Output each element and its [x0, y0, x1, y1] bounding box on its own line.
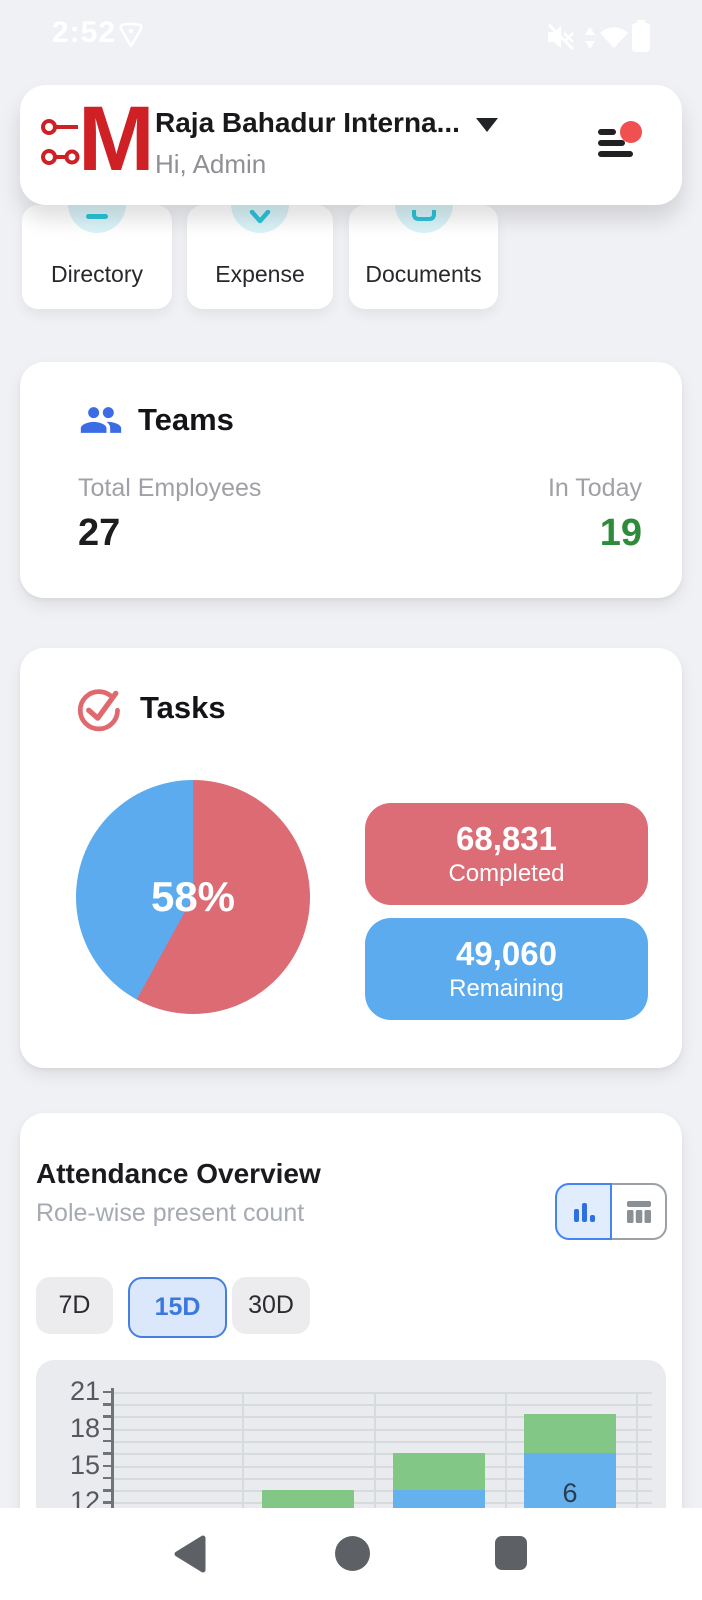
logo-m-icon [41, 119, 80, 165]
bar-segment-green [393, 1453, 485, 1491]
remaining-value: 49,060 [456, 935, 557, 972]
android-navbar [0, 1508, 702, 1600]
greeting-text: Hi, Admin [155, 149, 267, 179]
attendance-subtitle: Role-wise present count [36, 1199, 305, 1227]
remaining-label: Remaining [449, 975, 564, 1002]
mute-icon [547, 24, 575, 50]
back-icon[interactable] [172, 1534, 208, 1574]
total-employees-value: 27 [78, 512, 121, 554]
menu-button[interactable] [598, 121, 650, 165]
status-time: 2:52 [52, 16, 117, 49]
tasks-percent: 58% [150, 873, 236, 920]
view-toggle [555, 1183, 669, 1240]
vpn-shield-icon [119, 22, 143, 48]
completed-value: 68,831 [456, 820, 557, 857]
quick-action-expense[interactable]: Expense [187, 175, 333, 309]
bar-chart-icon [573, 1202, 595, 1222]
quick-action-documents[interactable]: Documents [349, 175, 498, 309]
network-arrows-icon [585, 27, 595, 49]
y-tick-label: 18 [69, 1412, 100, 1443]
notification-dot [620, 121, 642, 143]
check-circle-icon [77, 689, 120, 732]
company-selector[interactable]: Raja Bahadur Interna... [155, 107, 498, 139]
bar-segment-green [524, 1413, 616, 1454]
y-tick-label: 15 [69, 1449, 100, 1480]
dropdown-caret-icon [475, 118, 498, 132]
wifi-icon [600, 27, 628, 48]
teams-card: Teams Total Employees In Today 27 19 [20, 362, 682, 598]
recents-icon[interactable] [495, 1536, 527, 1570]
logo-letter: M [78, 88, 155, 190]
bar-data-label: 6 [562, 1478, 578, 1508]
in-today-label: In Today [547, 474, 642, 502]
attendance-title: Attendance Overview [36, 1158, 321, 1189]
header-card: M Raja Bahadur Interna... Hi, Admin [20, 85, 682, 205]
tasks-pie: 58% [76, 780, 310, 1014]
filter-15d[interactable]: 15D [128, 1277, 227, 1338]
tasks-title: Tasks [140, 690, 226, 725]
quick-action-directory[interactable]: Directory [22, 175, 172, 309]
quick-action-label: Documents [365, 261, 482, 287]
company-name: Raja Bahadur Interna... [155, 107, 460, 138]
filter-30d[interactable]: 30D [232, 1277, 310, 1334]
remaining-pill: 49,060 Remaining [365, 918, 648, 1020]
in-today-value: 19 [599, 512, 642, 554]
completed-pill: 68,831 Completed [365, 803, 648, 905]
total-employees-label: Total Employees [78, 474, 262, 502]
table-icon [626, 1200, 651, 1223]
completed-label: Completed [448, 860, 565, 887]
filter-7d[interactable]: 7D [36, 1277, 113, 1334]
table-view-button[interactable] [610, 1183, 667, 1240]
tasks-card: Tasks 58% 68,831 Completed 49,060 Remain… [20, 648, 682, 1068]
home-icon[interactable] [335, 1536, 370, 1571]
chart-view-button[interactable] [555, 1183, 612, 1240]
group-icon [80, 407, 122, 433]
teams-title: Teams [138, 402, 234, 437]
y-tick-label: 21 [69, 1375, 100, 1406]
menu-icon [598, 129, 616, 135]
quick-action-label: Directory [50, 261, 143, 287]
quick-action-label: Expense [215, 261, 305, 287]
battery-icon [632, 20, 650, 52]
